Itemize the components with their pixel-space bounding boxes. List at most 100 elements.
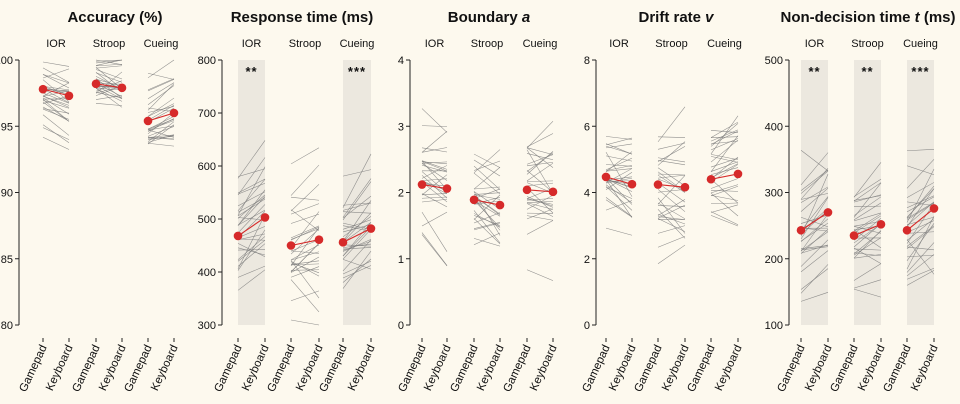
- subject-line: [342, 195, 372, 219]
- subject-line: [526, 161, 554, 167]
- subject-line: [800, 186, 829, 203]
- subject-line: [710, 156, 739, 180]
- subject-line: [421, 196, 448, 199]
- mean-point-keyboard: [548, 187, 558, 197]
- mean-point-keyboard: [169, 108, 179, 118]
- subject-line: [42, 88, 70, 103]
- subject-line: [853, 215, 882, 234]
- y-tick-label: 0: [398, 320, 404, 332]
- subject-line: [853, 279, 882, 289]
- subject-line: [710, 121, 739, 138]
- y-tick-label: 0: [584, 320, 590, 332]
- subject-line: [147, 112, 175, 135]
- mean-point-keyboard: [627, 179, 637, 189]
- mean-point-gamepad: [796, 225, 806, 235]
- subject-line: [473, 159, 501, 177]
- subject-line: [906, 201, 935, 226]
- subject-line: [237, 269, 266, 291]
- subject-line: [906, 239, 935, 275]
- subject-line: [237, 247, 266, 256]
- y-tick-label: 4: [398, 55, 404, 67]
- mean-point-gamepad: [469, 195, 479, 205]
- subject-line: [342, 202, 372, 206]
- subject-line: [906, 225, 935, 247]
- subject-line: [237, 226, 266, 239]
- subject-line: [526, 198, 554, 207]
- subject-line: [710, 156, 739, 163]
- subject-line: [147, 59, 175, 79]
- subject-line: [526, 198, 554, 201]
- subject-line: [710, 161, 739, 172]
- subject-line: [657, 209, 686, 239]
- subject-line: [421, 180, 448, 194]
- panel-boundary: Boundary a01234IORGamepadKeyboardStroopG…: [396, 9, 559, 394]
- subject-line: [853, 247, 882, 264]
- subject-line: [906, 268, 935, 280]
- panel-title-text: Non-decision time: [780, 9, 910, 26]
- subject-line: [853, 213, 882, 232]
- subject-line: [290, 228, 320, 255]
- subject-line: [290, 211, 320, 249]
- subject-line: [421, 161, 448, 172]
- subject-line: [906, 216, 935, 225]
- subject-line: [342, 222, 372, 257]
- subject-line: [800, 207, 829, 233]
- subject-line: [237, 265, 266, 278]
- subject-line: [605, 165, 633, 171]
- group-label: IOR: [46, 38, 66, 50]
- subject-line: [526, 187, 554, 214]
- subject-line: [800, 245, 829, 249]
- mean-point-keyboard: [823, 208, 833, 217]
- subject-line: [342, 239, 372, 252]
- subject-line: [906, 165, 935, 175]
- subject-line: [800, 187, 829, 212]
- subject-line: [42, 108, 70, 120]
- subject-line: [342, 178, 372, 218]
- group-label: Stroop: [289, 38, 321, 50]
- subject-line: [853, 194, 882, 203]
- significance-stars: **: [808, 64, 820, 79]
- subject-line: [290, 260, 320, 277]
- mean-point-gamepad: [143, 116, 153, 126]
- panel-ndt: Non-decision time t (ms) 100 200 300 400 500 I…: [765, 9, 956, 394]
- subject-line: [290, 319, 320, 326]
- subject-line: [421, 211, 448, 227]
- mean-line: [710, 173, 739, 180]
- mean-line: [906, 207, 935, 231]
- subject-line: [237, 196, 266, 226]
- subject-line: [710, 178, 739, 189]
- subject-line: [657, 189, 686, 193]
- mean-point-gamepad: [653, 180, 663, 189]
- y-tick-label: 3: [398, 121, 404, 133]
- mean-point-gamepad: [233, 231, 243, 241]
- subject-line: [906, 159, 935, 189]
- subject-line: [605, 186, 633, 211]
- subject-line: [657, 216, 686, 220]
- subject-line: [290, 269, 320, 271]
- mean-point-keyboard: [495, 200, 505, 210]
- subject-line: [605, 197, 633, 217]
- subject-line: [42, 82, 70, 97]
- mean-point-keyboard: [876, 220, 886, 229]
- subject-line: [853, 205, 882, 207]
- subject-line: [147, 124, 175, 145]
- subject-line: [290, 184, 320, 212]
- subject-line: [800, 250, 829, 273]
- subject-line: [342, 239, 372, 272]
- subject-line: [342, 153, 372, 208]
- subject-line: [657, 106, 686, 143]
- mean-point-keyboard: [117, 83, 127, 93]
- panel-accuracy: Accuracy (%)80859095100IORGamepadKeyboar…: [0, 9, 181, 394]
- y-tick-label: 800: [198, 55, 216, 67]
- subject-line: [800, 214, 829, 224]
- mean-point-keyboard: [929, 204, 939, 213]
- subject-line: [657, 175, 686, 205]
- subject-line: [42, 68, 70, 79]
- subject-line: [237, 140, 266, 179]
- subject-line: [906, 216, 935, 270]
- y-tick-label: 300: [198, 320, 216, 332]
- subject-line: [473, 153, 501, 168]
- subject-line: [853, 195, 882, 201]
- mean-point-gamepad: [38, 84, 48, 94]
- subject-line: [421, 174, 448, 196]
